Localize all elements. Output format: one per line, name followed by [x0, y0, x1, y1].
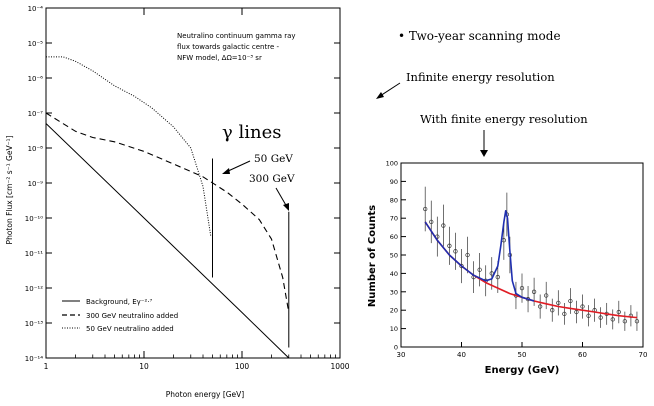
right-x-tick-label: 70 [639, 351, 648, 359]
right-x-axis-title: Energy (GeV) [485, 365, 560, 376]
left-y-tick-label: 10⁻⁵ [28, 40, 44, 48]
data-point [598, 315, 603, 320]
left-x-tick-label: 1 [44, 362, 49, 371]
left-y-axis-title: Photon Flux [cm⁻² s⁻¹ GeV⁻¹] [5, 135, 14, 244]
arrow-infinite [376, 82, 401, 99]
left-x-axis-title: Photon energy [GeV] [166, 390, 245, 399]
right-y-tick-label: 0 [394, 344, 398, 352]
data-point [550, 308, 555, 313]
left-y-tick-label: 10⁻¹¹ [25, 250, 43, 258]
data-point [429, 219, 434, 225]
data-point [622, 319, 627, 324]
fit-curve-0 [424, 221, 638, 319]
right-x-tick-label: 40 [457, 351, 466, 359]
left-series-2 [46, 56, 212, 237]
left-chart: 10⁻¹⁴ 10⁻¹³ 10⁻¹² 10⁻¹¹ 10⁻¹⁰ 10⁻⁹ 10⁻⁸ 10⁻⁷ 10⁻… [5, 5, 350, 399]
data-point [580, 304, 585, 309]
right-y-axis-title: Number of Counts [367, 205, 378, 307]
data-point [519, 285, 525, 291]
right-y-tick-label: 20 [390, 307, 398, 315]
data-point [556, 300, 561, 305]
left-legend: Background, Eγ⁻²·⁷ 300 GeV neutralino ad… [62, 298, 178, 333]
note-finite: With finite energy resolution [420, 112, 588, 126]
data-point [423, 206, 428, 212]
note-infinite: Infinite energy resolution [406, 70, 555, 84]
left-y-tick-label: 10⁻⁸ [28, 145, 44, 153]
data-point [544, 293, 549, 298]
data-point [465, 252, 470, 258]
right-y-tick-label: 30 [390, 288, 398, 296]
arrow-finite [480, 130, 488, 157]
left-series-0 [45, 123, 290, 359]
right-x-tick-label: 30 [397, 351, 406, 359]
data-point [574, 309, 579, 315]
data-point [616, 309, 621, 315]
right-y-tick-label: 80 [390, 196, 398, 204]
line-label-50: 50 GeV [254, 153, 293, 165]
left-y-tick-label: 10⁻⁹ [28, 180, 44, 188]
arrow-300 [275, 187, 289, 211]
right-chart: 0 10 20 30 40 50 60 70 80 90 100 30 40 50 60 70 Energy … [367, 160, 647, 377]
data-point [568, 298, 573, 304]
annotation-line-1: Neutralino continuum gamma ray [177, 32, 296, 40]
right-y-tick-label: 60 [390, 233, 398, 241]
data-point [495, 274, 500, 280]
arrow-50 [222, 160, 251, 174]
right-y-tick-label: 100 [386, 160, 398, 168]
data-point [531, 289, 537, 294]
left-x-tick-label: 1000 [330, 362, 349, 371]
right-x-tick-label: 50 [518, 351, 527, 359]
data-point [441, 223, 446, 228]
data-point [610, 317, 615, 322]
data-point [447, 243, 452, 248]
right-y-tick-label: 90 [390, 178, 398, 186]
left-series-1 [45, 112, 290, 313]
right-y-tick-label: 40 [390, 270, 398, 278]
legend-item-50: 50 GeV neutralino added [86, 325, 174, 333]
right-y-tick-label: 10 [390, 325, 398, 333]
left-y-tick-label: 10⁻⁶ [28, 75, 44, 83]
left-y-tick-label: 10⁻⁷ [28, 110, 44, 118]
data-point [459, 263, 464, 269]
left-x-tick-label: 100 [235, 362, 250, 371]
data-point [586, 313, 591, 318]
data-point [477, 267, 482, 272]
note-two-year: • Two-year scanning mode [398, 29, 561, 43]
left-y-tick-label: 10⁻¹² [25, 285, 43, 293]
data-point [562, 311, 567, 317]
annotation-line-2: flux towards galactic centre - [177, 43, 279, 51]
data-point [453, 249, 458, 254]
line-label-300: 300 GeV [249, 173, 295, 185]
right-y-tick-label: 70 [390, 215, 398, 223]
data-point [634, 319, 640, 324]
left-y-tick-label: 10⁻¹⁰ [25, 215, 43, 223]
data-point [538, 304, 543, 309]
right-y-tick-label: 50 [390, 252, 398, 260]
fit-curve-1 [424, 210, 535, 302]
legend-item-300: 300 GeV neutralino added [86, 312, 178, 320]
gamma-lines-label: γ lines [222, 122, 281, 143]
left-y-tick-label: 10⁻¹³ [25, 320, 43, 328]
left-x-tick-label: 10 [139, 362, 149, 371]
legend-item-background: Background, Eγ⁻²·⁷ [86, 298, 153, 306]
right-x-tick-label: 60 [578, 351, 587, 359]
annotation-line-3: NFW model, ΔΩ=10⁻³ sr [177, 54, 262, 62]
left-y-tick-label: 10⁻⁴ [28, 5, 44, 13]
left-y-tick-label: 10⁻¹⁴ [25, 355, 43, 363]
